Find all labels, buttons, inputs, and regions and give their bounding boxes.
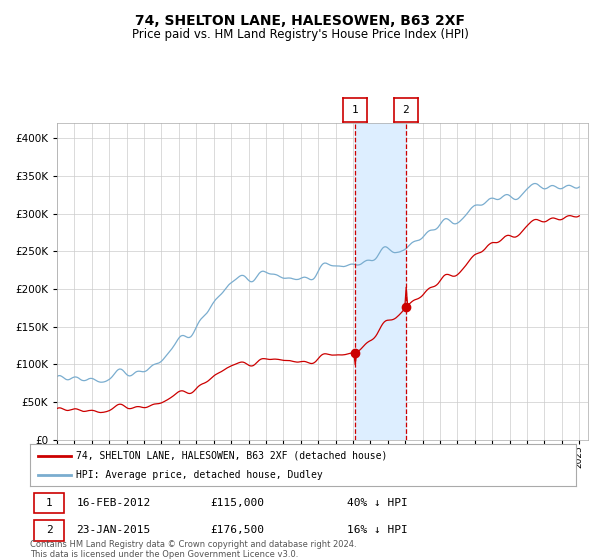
Text: 16-FEB-2012: 16-FEB-2012 (76, 498, 151, 508)
Text: 74, SHELTON LANE, HALESOWEN, B63 2XF: 74, SHELTON LANE, HALESOWEN, B63 2XF (135, 14, 465, 28)
Text: 1: 1 (352, 105, 359, 115)
Text: £176,500: £176,500 (210, 525, 264, 535)
Text: 1: 1 (46, 498, 53, 508)
FancyBboxPatch shape (34, 493, 64, 514)
Text: Contains HM Land Registry data © Crown copyright and database right 2024.
This d: Contains HM Land Registry data © Crown c… (30, 540, 356, 559)
FancyBboxPatch shape (34, 520, 64, 540)
Text: £115,000: £115,000 (210, 498, 264, 508)
Text: 74, SHELTON LANE, HALESOWEN, B63 2XF (detached house): 74, SHELTON LANE, HALESOWEN, B63 2XF (de… (76, 451, 388, 461)
Text: 2: 2 (403, 105, 409, 115)
Text: 2: 2 (46, 525, 53, 535)
Text: Price paid vs. HM Land Registry's House Price Index (HPI): Price paid vs. HM Land Registry's House … (131, 28, 469, 41)
Bar (355, 123, 406, 440)
Text: 40% ↓ HPI: 40% ↓ HPI (347, 498, 407, 508)
Text: 23-JAN-2015: 23-JAN-2015 (76, 525, 151, 535)
Text: 16% ↓ HPI: 16% ↓ HPI (347, 525, 407, 535)
Text: HPI: Average price, detached house, Dudley: HPI: Average price, detached house, Dudl… (76, 470, 323, 480)
